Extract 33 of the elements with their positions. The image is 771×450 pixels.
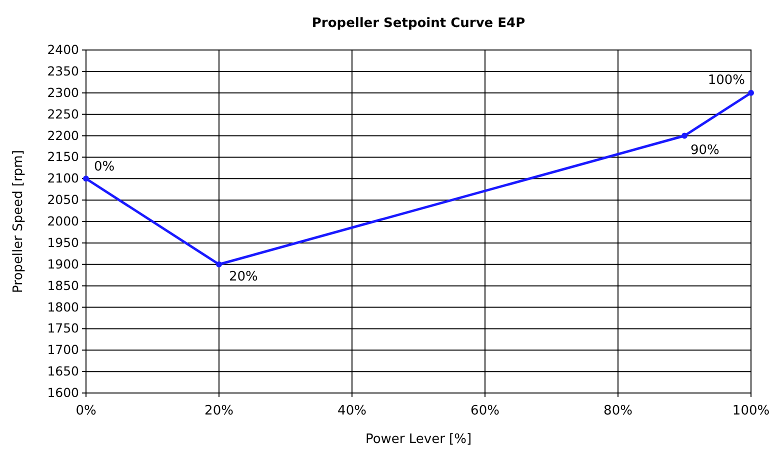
y-axis-title: Propeller Speed [rpm] (11, 150, 26, 293)
point (682, 132, 688, 139)
y-tick-label: 2350 (47, 63, 80, 78)
y-tick-label: 2400 (47, 42, 80, 57)
y-tick-label: 2200 (47, 128, 80, 143)
y-tick-label: 2000 (47, 214, 80, 228)
x-tick-label: 60% (470, 403, 500, 418)
y-tick-label: 2250 (47, 106, 80, 122)
y-tick-label: 1700 (47, 342, 80, 358)
y-tick-label: 2300 (47, 84, 80, 100)
y-tick-label: 1900 (47, 256, 80, 272)
y-tick-label: 2050 (47, 192, 80, 208)
y-tick-label: 1950 (47, 234, 80, 250)
annotation: 90% (690, 142, 720, 158)
x-tick-label: 40% (338, 403, 366, 418)
point (748, 90, 754, 96)
y-tick-label: 1750 (47, 320, 80, 336)
x-tick-label: 100% (732, 403, 770, 418)
y-tick-label: 1800 (47, 299, 80, 314)
annotation: 20% (229, 269, 258, 284)
y-tick-label: 1850 (47, 278, 80, 293)
point (216, 261, 222, 268)
y-tick-label: 1600 (47, 385, 80, 400)
x-axis-title: Power Lever [%] (365, 432, 472, 447)
chart-title: Propeller Setpoint Curve E4P (312, 16, 526, 31)
annotation: 100% (708, 72, 745, 88)
annotation: 0% (94, 160, 115, 175)
x-tick-label: 20% (204, 403, 234, 418)
y-tick-label: 2100 (47, 170, 80, 186)
y-tick-label: 2150 (47, 149, 80, 164)
x-tick-label: 0% (76, 403, 96, 418)
x-tick-label: 80% (604, 403, 632, 418)
y-tick-label: 1650 (47, 364, 80, 379)
